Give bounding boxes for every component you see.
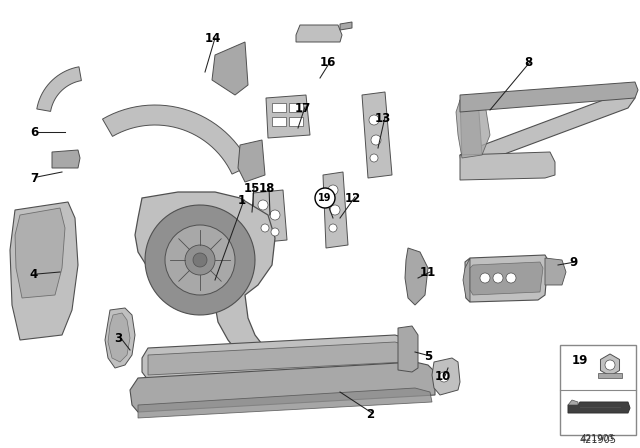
Polygon shape [138, 388, 432, 418]
Bar [272, 117, 286, 126]
Text: 18: 18 [259, 181, 275, 194]
Polygon shape [323, 172, 348, 248]
Bar [289, 117, 303, 126]
Text: 19: 19 [572, 354, 588, 367]
Circle shape [605, 360, 615, 370]
Polygon shape [266, 95, 310, 138]
Text: 11: 11 [420, 267, 436, 280]
Circle shape [185, 245, 215, 275]
Bar [289, 103, 303, 112]
Polygon shape [460, 98, 482, 158]
Polygon shape [545, 258, 566, 285]
Circle shape [493, 273, 503, 283]
Text: 5: 5 [424, 350, 432, 363]
Text: 14: 14 [205, 33, 221, 46]
Polygon shape [36, 67, 81, 112]
Circle shape [480, 273, 490, 283]
Polygon shape [296, 25, 342, 42]
Text: 421905: 421905 [581, 434, 615, 443]
Polygon shape [52, 150, 80, 168]
Text: 15: 15 [244, 181, 260, 194]
Polygon shape [432, 358, 460, 395]
Text: 13: 13 [375, 112, 391, 125]
Bar [5, 195, 175, 365]
Text: 17: 17 [295, 102, 311, 115]
Bar [453, 72, 636, 327]
Polygon shape [148, 342, 405, 375]
Polygon shape [598, 373, 622, 378]
Polygon shape [470, 262, 543, 295]
Polygon shape [145, 205, 255, 315]
Polygon shape [340, 22, 352, 30]
Text: 2: 2 [366, 409, 374, 422]
Polygon shape [142, 335, 410, 380]
Polygon shape [398, 326, 418, 372]
Polygon shape [10, 202, 78, 340]
Circle shape [439, 372, 449, 382]
Bar [560, 345, 636, 435]
Circle shape [369, 115, 379, 125]
Polygon shape [105, 308, 135, 368]
Polygon shape [460, 90, 635, 170]
Text: 3: 3 [114, 332, 122, 345]
Circle shape [271, 228, 279, 236]
Circle shape [258, 200, 268, 210]
Polygon shape [253, 190, 287, 243]
Circle shape [315, 188, 335, 208]
Text: 1: 1 [238, 194, 246, 207]
Polygon shape [405, 248, 428, 305]
Text: 12: 12 [345, 191, 361, 204]
Circle shape [261, 224, 269, 232]
Text: 16: 16 [320, 56, 336, 69]
Polygon shape [102, 105, 250, 174]
Circle shape [328, 185, 338, 195]
Circle shape [165, 225, 235, 295]
Text: 4: 4 [30, 267, 38, 280]
Circle shape [193, 253, 207, 267]
Circle shape [370, 154, 378, 162]
Circle shape [371, 135, 381, 145]
Polygon shape [150, 218, 242, 298]
Polygon shape [238, 140, 265, 182]
Polygon shape [465, 255, 548, 302]
Polygon shape [460, 152, 555, 180]
Polygon shape [362, 92, 392, 178]
Text: 10: 10 [435, 370, 451, 383]
Polygon shape [108, 313, 130, 362]
Polygon shape [212, 42, 248, 95]
Text: 19: 19 [318, 193, 332, 203]
Circle shape [270, 210, 280, 220]
Text: 6: 6 [30, 126, 38, 139]
Circle shape [330, 205, 340, 215]
Circle shape [329, 224, 337, 232]
Polygon shape [568, 402, 630, 413]
Text: 7: 7 [30, 172, 38, 185]
Text: 421905: 421905 [579, 435, 616, 445]
Circle shape [506, 273, 516, 283]
Polygon shape [15, 208, 65, 298]
Bar [272, 103, 286, 112]
Text: 9: 9 [569, 257, 577, 270]
Polygon shape [130, 362, 435, 412]
Polygon shape [463, 258, 470, 302]
Polygon shape [460, 82, 638, 112]
Polygon shape [600, 354, 620, 376]
Polygon shape [135, 192, 275, 365]
Text: 8: 8 [524, 56, 532, 69]
Polygon shape [568, 400, 578, 405]
Polygon shape [456, 98, 490, 158]
